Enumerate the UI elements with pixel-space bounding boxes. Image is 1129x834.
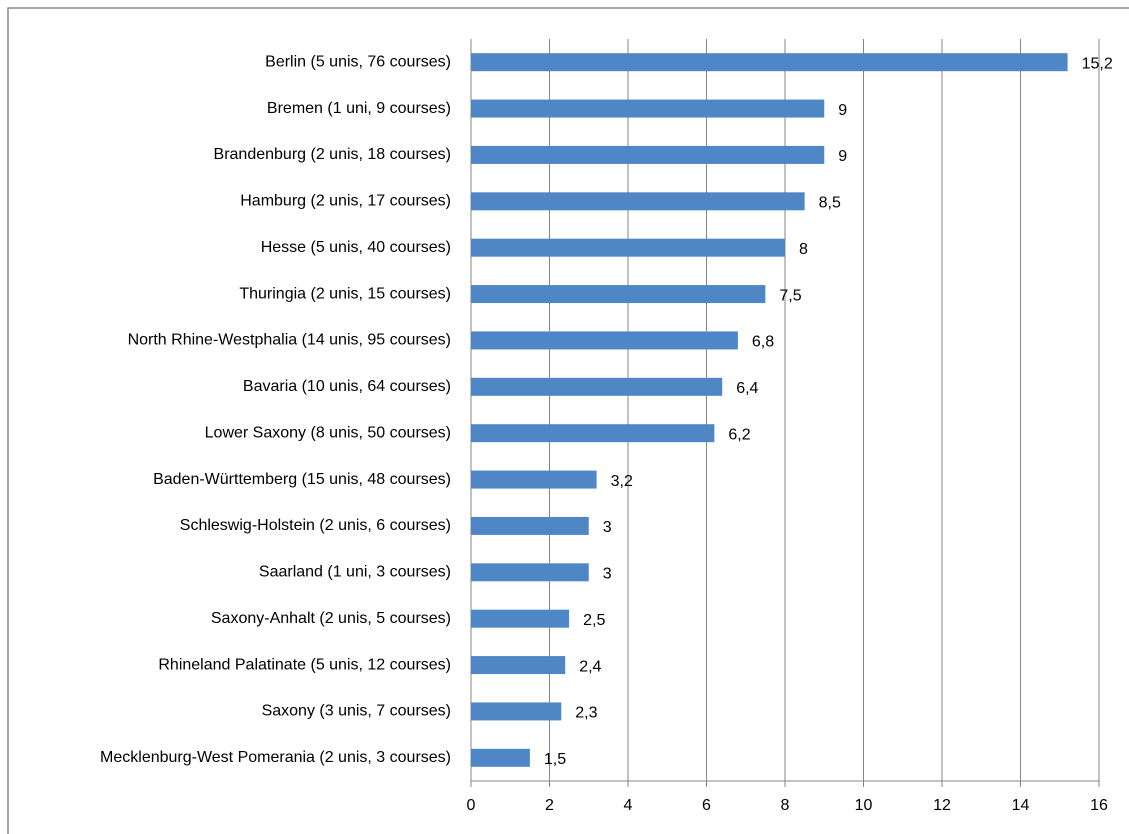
x-tick-label: 4 xyxy=(624,797,633,814)
y-tick-label: Bavaria (10 unis, 64 courses) xyxy=(243,378,451,395)
value-label: 8,5 xyxy=(819,195,841,212)
value-label: 3 xyxy=(603,566,612,583)
bar xyxy=(471,377,723,396)
value-label: 9 xyxy=(838,148,847,165)
y-tick-label: Thuringia (2 unis, 15 courses) xyxy=(239,285,451,302)
value-label: 1,5 xyxy=(544,751,566,768)
value-label: 3 xyxy=(603,519,612,536)
x-tick-label: 8 xyxy=(781,797,790,814)
y-tick-label: Saarland (1 uni, 3 courses) xyxy=(259,564,451,581)
y-tick-label: Rhineland Palatinate (5 unis, 12 courses… xyxy=(158,656,451,673)
x-tick-label: 10 xyxy=(855,797,873,814)
bar xyxy=(471,53,1068,72)
value-label: 6,8 xyxy=(752,334,774,351)
y-tick-label: Saxony (3 unis, 7 courses) xyxy=(262,703,451,720)
x-tick-label: 14 xyxy=(1012,797,1030,814)
x-tick-label: 16 xyxy=(1090,797,1108,814)
y-tick-label: North Rhine-Westphalia (14 unis, 95 cour… xyxy=(128,332,451,349)
bar xyxy=(471,702,562,721)
bar xyxy=(471,748,530,767)
y-tick-label: Baden-Württemberg (15 unis, 48 courses) xyxy=(153,471,451,488)
y-tick-label: Bremen (1 uni, 9 courses) xyxy=(267,100,451,117)
value-label: 3,2 xyxy=(611,473,633,490)
value-label: 8 xyxy=(799,241,808,258)
value-label: 2,4 xyxy=(579,658,601,675)
bar xyxy=(471,424,715,443)
chart-border xyxy=(7,7,1129,834)
value-label: 9 xyxy=(838,102,847,119)
bar xyxy=(471,145,825,164)
y-tick-label: Lower Saxony (8 unis, 50 courses) xyxy=(205,424,451,441)
bar xyxy=(471,609,570,628)
bar xyxy=(471,470,597,489)
x-tick-label: 0 xyxy=(467,797,476,814)
y-tick-label: Mecklenburg-West Pomerania (2 unis, 3 co… xyxy=(100,749,451,766)
bar xyxy=(471,563,589,582)
value-label: 2,3 xyxy=(575,705,597,722)
bar xyxy=(471,656,566,675)
bar xyxy=(471,285,766,304)
y-tick-label: Hesse (5 unis, 40 courses) xyxy=(261,239,451,256)
value-label: 6,2 xyxy=(728,426,750,443)
value-label: 15,2 xyxy=(1082,55,1113,72)
x-tick-label: 6 xyxy=(702,797,711,814)
x-tick-label: 2 xyxy=(545,797,554,814)
bar xyxy=(471,99,825,118)
value-label: 6,4 xyxy=(736,380,758,397)
value-label: 7,5 xyxy=(779,287,801,304)
y-tick-label: Berlin (5 unis, 76 courses) xyxy=(265,53,451,70)
y-tick-label: Hamburg (2 unis, 17 courses) xyxy=(240,193,451,210)
bar xyxy=(471,516,589,535)
bar xyxy=(471,331,738,350)
y-tick-label: Saxony-Anhalt (2 unis, 5 courses) xyxy=(211,610,451,627)
y-tick-label: Schleswig-Holstein (2 unis, 6 courses) xyxy=(180,517,451,534)
x-tick-label: 12 xyxy=(933,797,951,814)
y-tick-label: Brandenburg (2 unis, 18 courses) xyxy=(214,146,451,163)
bar xyxy=(471,238,785,257)
value-label: 2,5 xyxy=(583,612,605,629)
bar xyxy=(471,192,805,211)
